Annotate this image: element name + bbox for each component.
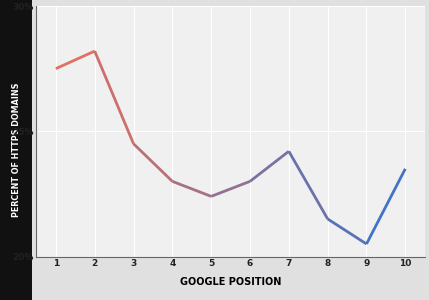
Text: GOOGLE POSITION: GOOGLE POSITION [180, 277, 281, 287]
Text: PERCENT OF HTTPS DOMAINS: PERCENT OF HTTPS DOMAINS [12, 83, 21, 217]
Title: USE OF HTTPS: USE OF HTTPS [183, 0, 278, 1]
